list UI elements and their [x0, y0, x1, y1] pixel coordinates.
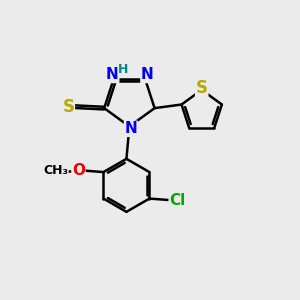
Text: N: N [141, 68, 154, 82]
Text: N: N [106, 68, 119, 82]
Text: S: S [62, 98, 74, 116]
Text: O: O [72, 163, 85, 178]
Text: H: H [118, 63, 129, 76]
Text: N: N [124, 121, 137, 136]
Text: CH₃: CH₃ [43, 164, 68, 177]
Text: Cl: Cl [169, 193, 185, 208]
Text: S: S [196, 79, 208, 97]
